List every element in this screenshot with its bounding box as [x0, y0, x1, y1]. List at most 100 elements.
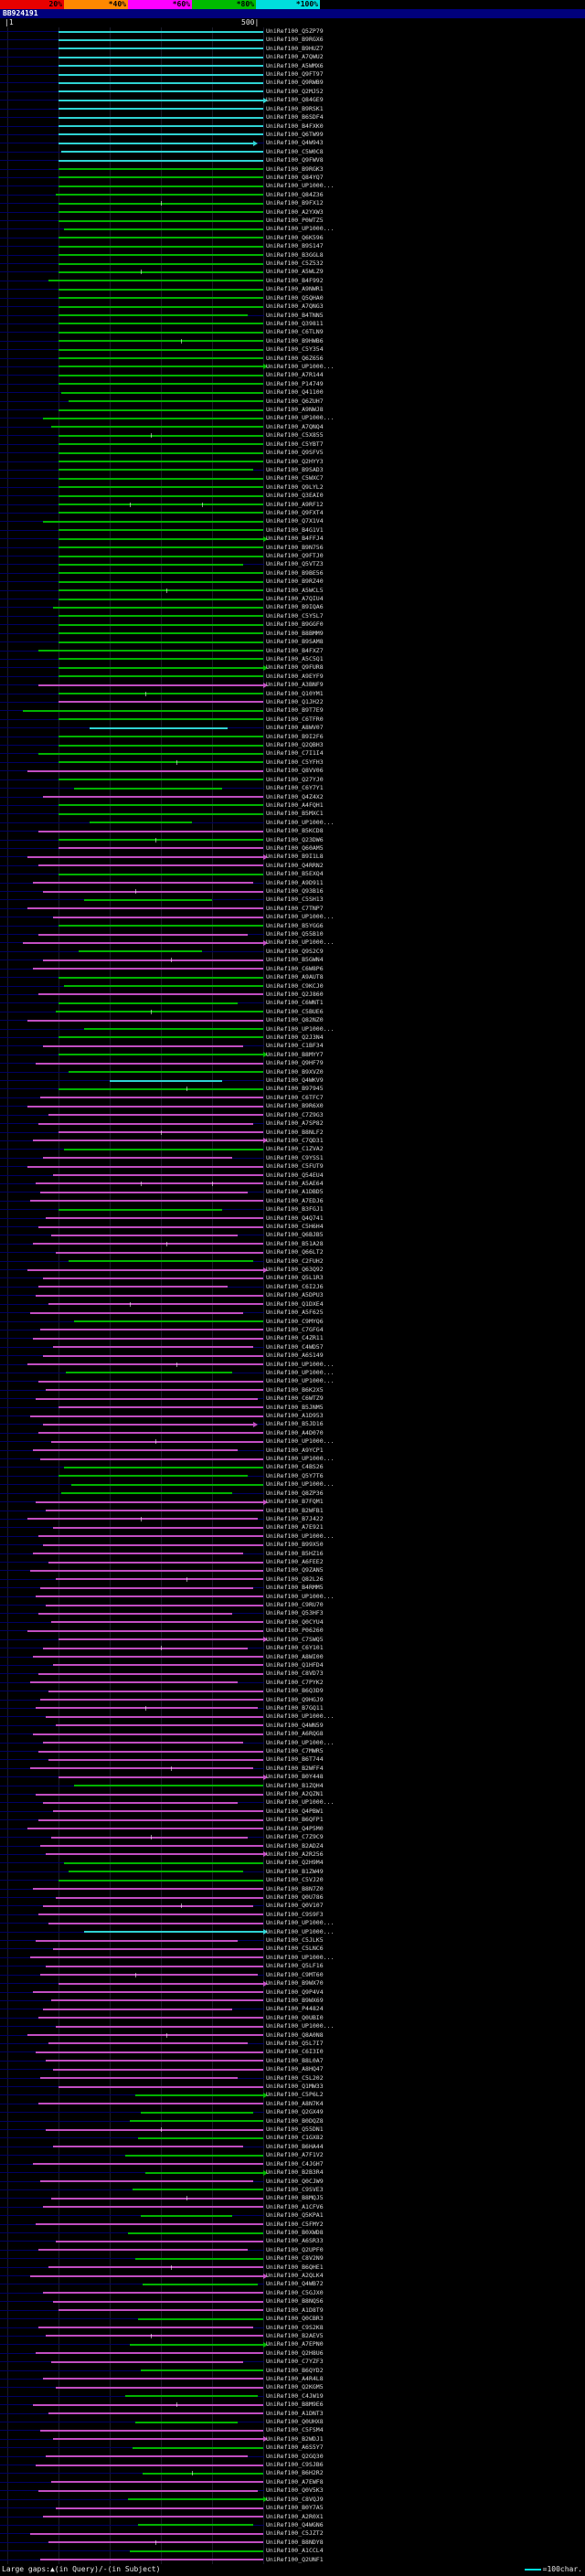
hit-row[interactable]: UniRef100_Q0UHX8	[0, 2418, 585, 2426]
hit-bar[interactable]	[89, 726, 228, 729]
hit-row[interactable]: UniRef100_C9MT60	[0, 1971, 585, 1979]
hit-row[interactable]: UniRef100_UP1000...	[0, 1919, 585, 1927]
hit-bar[interactable]	[73, 1785, 263, 1787]
hit-label[interactable]: UniRef100_C4BS26	[266, 1463, 324, 1471]
hit-label[interactable]: UniRef100_B8NQS6	[266, 2297, 324, 2306]
hit-bar[interactable]	[43, 1647, 249, 1649]
hit-row[interactable]: UniRef100_C6TFC7	[0, 1094, 585, 1102]
hit-row[interactable]: UniRef100_B7GQ11	[0, 1704, 585, 1712]
hit-label[interactable]: UniRef100_B9WX69	[266, 1996, 324, 2004]
hit-bar[interactable]	[73, 1320, 263, 1323]
hit-bar[interactable]	[58, 408, 263, 411]
hit-label[interactable]: UniRef100_C7Z9G3	[266, 1110, 324, 1118]
hit-bar[interactable]	[46, 2060, 263, 2062]
hit-bar[interactable]	[40, 1586, 253, 1589]
hit-row[interactable]: UniRef100_C5WXC7	[0, 474, 585, 482]
hit-bar[interactable]	[124, 2154, 263, 2157]
hit-label[interactable]: UniRef100_A9RF12	[266, 500, 324, 508]
hit-label[interactable]: UniRef100_C9SJB6	[266, 2461, 324, 2469]
hit-bar[interactable]	[43, 2516, 263, 2518]
hit-label[interactable]: UniRef100_A7R144	[266, 371, 324, 379]
hit-row[interactable]: UniRef100_Q23DW6	[0, 836, 585, 844]
hit-label[interactable]: UniRef100_Q4WB72	[266, 2280, 324, 2288]
hit-label[interactable]: UniRef100_C5L202	[266, 2073, 324, 2082]
hit-row[interactable]: UniRef100_B9BE56	[0, 569, 585, 578]
hit-row[interactable]: UniRef100_A9RF12	[0, 501, 585, 509]
hit-bar[interactable]	[53, 2438, 263, 2441]
hit-row[interactable]: UniRef100_B4TNN5	[0, 312, 585, 320]
hit-bar[interactable]	[43, 1742, 243, 1744]
hit-label[interactable]: UniRef100_A1CCL4	[266, 2547, 324, 2555]
hit-row[interactable]: UniRef100_B5KCD8	[0, 827, 585, 835]
hit-label[interactable]: UniRef100_A5AE64	[266, 1179, 324, 1187]
hit-label[interactable]: UniRef100_B2B3R4	[266, 2168, 324, 2177]
hit-row[interactable]: UniRef100_UP1000...	[0, 1593, 585, 1601]
hit-label[interactable]: UniRef100_P14749	[266, 379, 324, 387]
hit-bar[interactable]	[137, 2524, 253, 2527]
hit-label[interactable]: UniRef100_B0DQZ8	[266, 2116, 324, 2125]
hit-bar[interactable]	[35, 1062, 263, 1065]
hit-row[interactable]: UniRef100_Q2HYY3	[0, 458, 585, 466]
hit-row[interactable]: UniRef100_Q8ZP36	[0, 1489, 585, 1498]
hit-row[interactable]: UniRef100_UP1000...	[0, 1369, 585, 1377]
hit-bar[interactable]	[140, 2214, 233, 2217]
hit-row[interactable]: UniRef100_C5LNC6	[0, 1945, 585, 1953]
hit-row[interactable]: UniRef100_Q9SFV5	[0, 449, 585, 457]
hit-label[interactable]: UniRef100_Q2QBH3	[266, 741, 324, 749]
hit-bar[interactable]	[58, 563, 243, 566]
hit-label[interactable]: UniRef100_C4WD57	[266, 1342, 324, 1351]
hit-row[interactable]: UniRef100_Q55B10	[0, 930, 585, 938]
hit-label[interactable]: UniRef100_B4G1V1	[266, 525, 324, 534]
hit-bar[interactable]	[58, 1054, 263, 1056]
hit-label[interactable]: UniRef100_B9T7E9	[266, 706, 324, 715]
hit-label[interactable]: UniRef100_Q9HF79	[266, 1059, 324, 1067]
hit-row[interactable]: UniRef100_A4FQH1	[0, 801, 585, 810]
hit-row[interactable]: UniRef100_B8L0A7	[0, 2057, 585, 2065]
hit-label[interactable]: UniRef100_A5WLZ9	[266, 268, 324, 276]
hit-bar[interactable]	[58, 847, 263, 850]
hit-bar[interactable]	[60, 151, 263, 154]
hit-row[interactable]: UniRef100_UP1000...	[0, 225, 585, 233]
hit-label[interactable]: UniRef100_Q5Y7T6	[266, 1471, 324, 1479]
hit-label[interactable]: UniRef100_UP1000...	[266, 225, 335, 233]
hit-label[interactable]: UniRef100_Q4WN59	[266, 1721, 324, 1729]
hit-label[interactable]: UniRef100_A2R0X1	[266, 2512, 324, 2520]
hit-label[interactable]: UniRef100_C6WNT1	[266, 999, 324, 1007]
hit-row[interactable]: UniRef100_Q55DN1	[0, 2125, 585, 2134]
hit-label[interactable]: UniRef100_B9FX12	[266, 199, 324, 207]
hit-row[interactable]: UniRef100_A5F625	[0, 1309, 585, 1317]
hit-bar[interactable]	[58, 297, 263, 300]
hit-row[interactable]: UniRef100_C9S9F3	[0, 1911, 585, 1919]
hit-row[interactable]: UniRef100_Q39811	[0, 320, 585, 328]
hit-row[interactable]: UniRef100_B2WDJ1	[0, 2435, 585, 2443]
hit-label[interactable]: UniRef100_Q5LF16	[266, 1962, 324, 1970]
hit-row[interactable]: UniRef100_B6HA44	[0, 2143, 585, 2151]
hit-bar[interactable]	[127, 2231, 263, 2234]
hit-label[interactable]: UniRef100_C9RU70	[266, 1601, 324, 1609]
hit-label[interactable]: UniRef100_Q41100	[266, 388, 324, 397]
hit-label[interactable]: UniRef100_B9RSK1	[266, 104, 324, 112]
hit-label[interactable]: UniRef100_B3FGJ1	[266, 1205, 324, 1214]
hit-row[interactable]: UniRef100_A6S149	[0, 1352, 585, 1360]
hit-bar[interactable]	[69, 400, 263, 403]
hit-row[interactable]: UniRef100_C7MWR5	[0, 1747, 585, 1755]
hit-row[interactable]: UniRef100_B4FXZ7	[0, 647, 585, 655]
hit-label[interactable]: UniRef100_Q9LYL2	[266, 482, 324, 491]
hit-bar[interactable]	[58, 270, 263, 273]
hit-label[interactable]: UniRef100_Q2KGM5	[266, 2383, 324, 2391]
hit-label[interactable]: UniRef100_B9I1L8	[266, 853, 324, 861]
hit-label[interactable]: UniRef100_C1ZVA2	[266, 1145, 324, 1153]
hit-bar[interactable]	[58, 383, 263, 386]
hit-row[interactable]: UniRef100_Q6Z656	[0, 355, 585, 363]
hit-bar[interactable]	[43, 1543, 263, 1546]
hit-label[interactable]: UniRef100_B5GWN4	[266, 956, 324, 964]
hit-bar[interactable]	[56, 1724, 263, 1727]
hit-label[interactable]: UniRef100_Q82L26	[266, 1574, 324, 1583]
hit-bar[interactable]	[58, 589, 263, 592]
hit-bar[interactable]	[22, 941, 263, 944]
hit-bar[interactable]	[50, 1999, 263, 2002]
hit-row[interactable]: UniRef100_C5W0C8	[0, 148, 585, 156]
hit-row[interactable]: UniRef100_Q6ZUH7	[0, 398, 585, 406]
hit-bar[interactable]	[135, 2257, 263, 2260]
hit-row[interactable]: UniRef100_A7QIU4	[0, 595, 585, 603]
